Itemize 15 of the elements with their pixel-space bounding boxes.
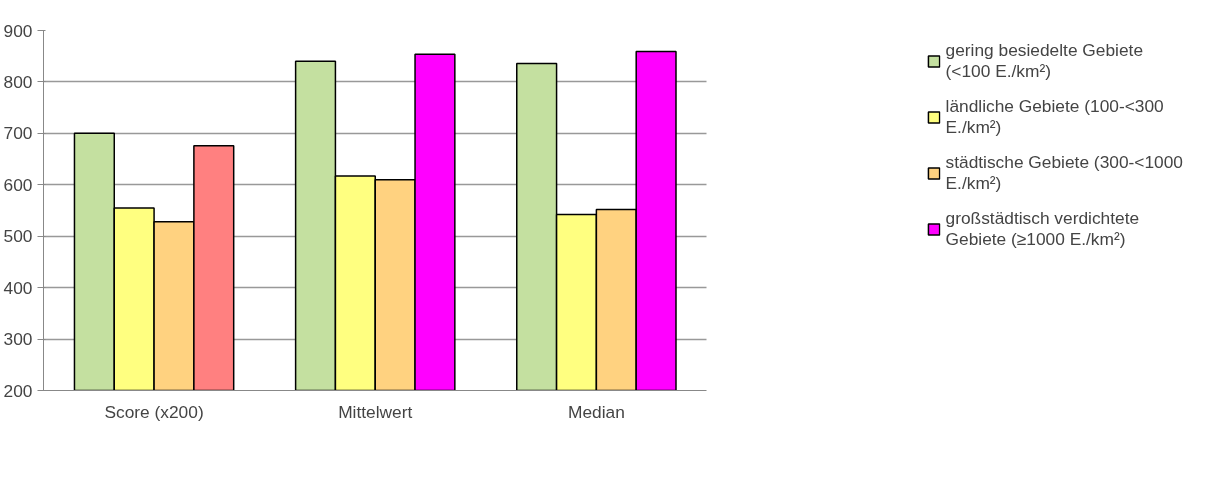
legend-label: städtische Gebiete (300-<1000 E./km²): [945, 152, 1183, 194]
legend-label: gering besiedelte Gebiete (<100 E./km²): [945, 40, 1144, 82]
legend-label: großstädtisch verdichtete Gebiete (≥1000 E./km²): [945, 208, 1140, 250]
x-tick-label: Score (x200): [104, 401, 204, 422]
y-tick-label: 600: [3, 174, 33, 195]
x-tick-label: Median: [567, 401, 625, 422]
y-tick-label: 500: [3, 226, 33, 247]
y-tick-label: 300: [3, 329, 33, 350]
y-tick-label: 800: [3, 71, 33, 92]
x-tick-label: Mittelwert: [338, 401, 413, 422]
y-tick-label: 700: [3, 123, 33, 144]
y-tick-label: 400: [3, 277, 33, 298]
legend-label: ländliche Gebiete (100-<300 E./km²): [945, 96, 1164, 138]
y-tick-label: 200: [3, 380, 33, 401]
y-tick-label: 900: [3, 20, 33, 41]
